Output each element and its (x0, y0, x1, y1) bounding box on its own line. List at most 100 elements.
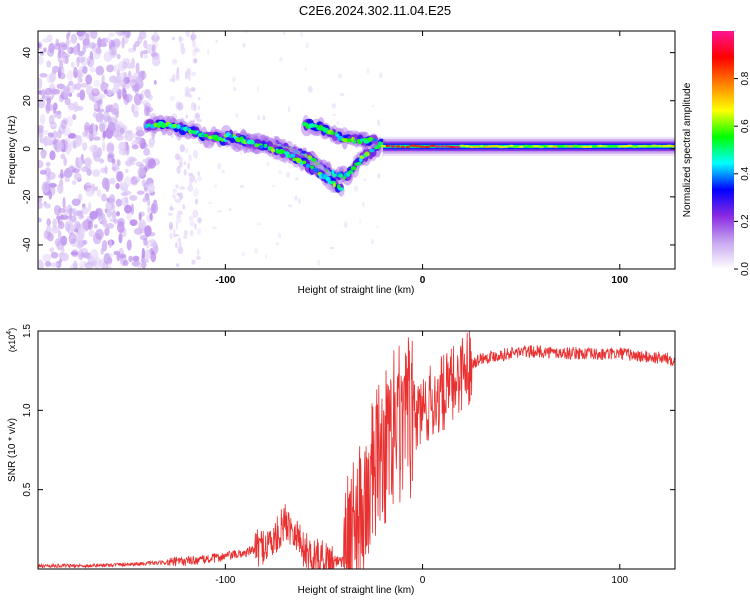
spectrogram-mark-631 (73, 172, 82, 181)
spectrogram-mark-1133 (364, 151, 370, 157)
spectrogram-mark-29 (126, 211, 132, 221)
spectrogram-mark-376 (148, 137, 156, 146)
spectrogram-mark-208 (106, 208, 113, 218)
spectrogram-mark-611 (43, 183, 51, 190)
spectrogram-mark-257 (134, 76, 143, 82)
spectrogram-mark-453 (73, 66, 78, 79)
spectrogram-mark-156 (70, 251, 79, 256)
spectrogram-mark-1122 (338, 173, 344, 178)
spectrogram-mark-715 (173, 228, 176, 235)
snr-ylabel: SNR (10 * v/v) (7, 418, 18, 482)
spectrogram-mark-69 (130, 203, 135, 216)
spectrogram-mark-688 (189, 220, 195, 227)
spectrogram-mark-814 (217, 210, 222, 213)
spectrogram-mark-760 (185, 72, 190, 79)
spectrogram-mark-825 (331, 103, 337, 109)
spectrogram-mark-736 (183, 161, 187, 166)
spectrogram-mark-754 (192, 49, 197, 57)
spectrogram-mark-652 (197, 175, 202, 182)
spectrogram-mark-600 (50, 251, 59, 259)
spectrogram-mark-782 (257, 222, 262, 226)
spectrogram-mark-587 (115, 198, 122, 207)
spectrogram-mark-717 (188, 154, 192, 162)
spectrogram-mark-1414 (562, 144, 569, 148)
spectrogram-mark-1387 (429, 144, 436, 148)
spectrogram-mark-558 (94, 91, 102, 102)
spectrogram-mark-1262 (280, 149, 286, 154)
spectrogram-mark-282 (65, 53, 69, 65)
spectrogram-mark-462 (39, 138, 48, 144)
spectrogram-mark-640 (147, 183, 155, 193)
spectrogram-mark-735 (196, 118, 202, 123)
spectrogram-mark-752 (173, 195, 177, 202)
figure-title: C2E6.2024.302.11.04.E25 (299, 3, 451, 18)
spectrogram-mark-432 (85, 133, 95, 139)
spectrogram-mark-744 (193, 58, 198, 64)
spectrogram-mark-1368 (352, 139, 356, 145)
spectrogram-mark-540 (148, 143, 154, 148)
spectrogram-mark-290 (121, 186, 129, 193)
colorbar-tick-label-1: 0.2 (740, 214, 750, 228)
spectrogram-mark-823 (212, 226, 217, 230)
spectrogram-mark-836 (282, 32, 286, 35)
spectrogram-mark-521 (42, 38, 49, 43)
spectrogram-mark-1376 (372, 138, 378, 142)
spectrogram-mark-213 (111, 108, 118, 116)
spectrogram-mark-612 (118, 253, 127, 259)
spectrogram-mark-354 (149, 242, 157, 247)
spectrogram-mark-680 (184, 92, 190, 98)
spectrogram-mark-554 (105, 178, 111, 191)
spectrogram-mark-654 (195, 255, 201, 260)
spectrogram-mark-560 (90, 31, 98, 40)
spectrogram-mark-451 (143, 237, 148, 246)
spectrogram-mark-550 (82, 219, 92, 231)
spectrogram-mark-675 (171, 36, 175, 41)
spectrogram-mark-176 (71, 198, 81, 206)
spectrogram-mark-1401 (497, 145, 506, 149)
spectrogram-mark-815 (254, 247, 258, 254)
spectrogram-mark-615 (113, 83, 120, 91)
spectrogram-panel: -100 0 100 -40 -20 0 20 40 Height of straight l… (7, 30, 676, 296)
spectrogram-mark-336 (153, 244, 159, 255)
spectrogram-mark-387 (38, 56, 44, 65)
spectrogram-mark-234 (129, 194, 138, 201)
colorbar-ticks: 0.0 0.2 0.4 0.6 0.8 (734, 71, 750, 276)
spectrogram-mark-794 (232, 76, 236, 83)
spectrogram-mark-596 (40, 152, 47, 160)
spectrogram-mark-459 (137, 264, 142, 269)
spectrogram-mark-663 (184, 86, 190, 95)
spectrogram-mark-41 (56, 129, 62, 139)
spectrogram-mark-109 (46, 60, 52, 68)
spectrogram-mark-553 (107, 103, 111, 112)
spectrogram-mark-557 (56, 83, 66, 90)
spectrogram-mark-439 (111, 209, 117, 220)
spectrogram-mark-495 (142, 158, 149, 164)
spectrogram-mark-541 (137, 167, 146, 178)
spectrogram-mark-1377 (380, 144, 387, 148)
spectrogram-mark-658 (192, 38, 196, 48)
spectrogram-mark-190 (52, 130, 58, 140)
spectrogram-mark-728 (197, 105, 201, 110)
spectrogram-mark-664 (191, 259, 196, 265)
spectrogram-mark-1384 (414, 144, 421, 148)
spectrogram-mark-796 (362, 178, 367, 181)
spectrogram-mark-1389 (440, 145, 445, 148)
spectrogram-mark-518 (41, 88, 46, 100)
spectrogram-mark-603 (147, 158, 156, 169)
spectrogram-mark-649 (44, 203, 51, 209)
spectrogram-mark-202 (145, 43, 154, 54)
spectrogram-mark-781 (294, 195, 298, 201)
spectrogram-mark-637 (89, 249, 99, 261)
spectrogram-mark-770 (242, 42, 246, 48)
spectrogram-mark-401 (107, 153, 115, 163)
spectrogram-mark-306 (76, 56, 80, 68)
spectrogram-mark-1378 (385, 144, 391, 148)
spectrogram-mark-523 (64, 97, 71, 106)
spectrogram-mark-1396 (473, 145, 481, 148)
spectrogram-mark-594 (51, 65, 60, 73)
spectrogram-mark-537 (143, 73, 147, 79)
spectrogram-mark-426 (38, 42, 42, 49)
colorbar-tick-label-2: 0.4 (740, 166, 750, 180)
spectrogram-mark-493 (86, 85, 94, 96)
spectrogram-mark-164 (66, 70, 74, 81)
